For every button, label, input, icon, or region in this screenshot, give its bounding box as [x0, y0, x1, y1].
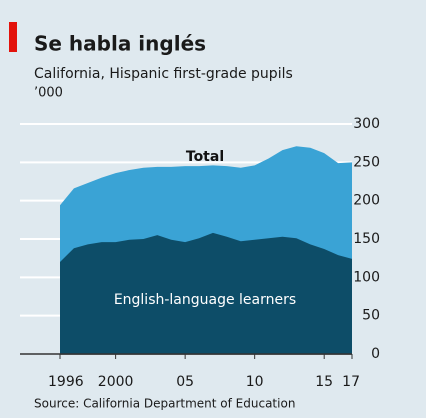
- series-label: Total: [186, 149, 224, 165]
- x-tick-label: 1996: [48, 374, 84, 390]
- y-tick-label: 100: [353, 269, 380, 285]
- y-tick-label: 200: [353, 193, 380, 209]
- y-tick-label: 300: [353, 116, 380, 132]
- x-tick-label: 2000: [98, 374, 134, 390]
- source: Source: California Department of Educati…: [34, 397, 295, 411]
- red-tab: [9, 22, 17, 52]
- x-tick-label: 05: [176, 374, 194, 390]
- y-tick-label: 150: [353, 231, 380, 247]
- x-tick-label: 15: [315, 374, 333, 390]
- x-tick-label: 10: [246, 374, 264, 390]
- y-tick-label: 0: [371, 346, 380, 362]
- unit-label: ’000: [34, 86, 63, 101]
- chart-title: Se habla inglés: [34, 32, 206, 56]
- series-label: English-language learners: [114, 292, 296, 308]
- x-tick-label: 17: [342, 374, 360, 390]
- area: [60, 232, 352, 354]
- y-tick-label: 50: [362, 308, 380, 324]
- chart-subtitle: California, Hispanic first-grade pupils: [34, 66, 293, 82]
- y-tick-label: 250: [353, 154, 380, 170]
